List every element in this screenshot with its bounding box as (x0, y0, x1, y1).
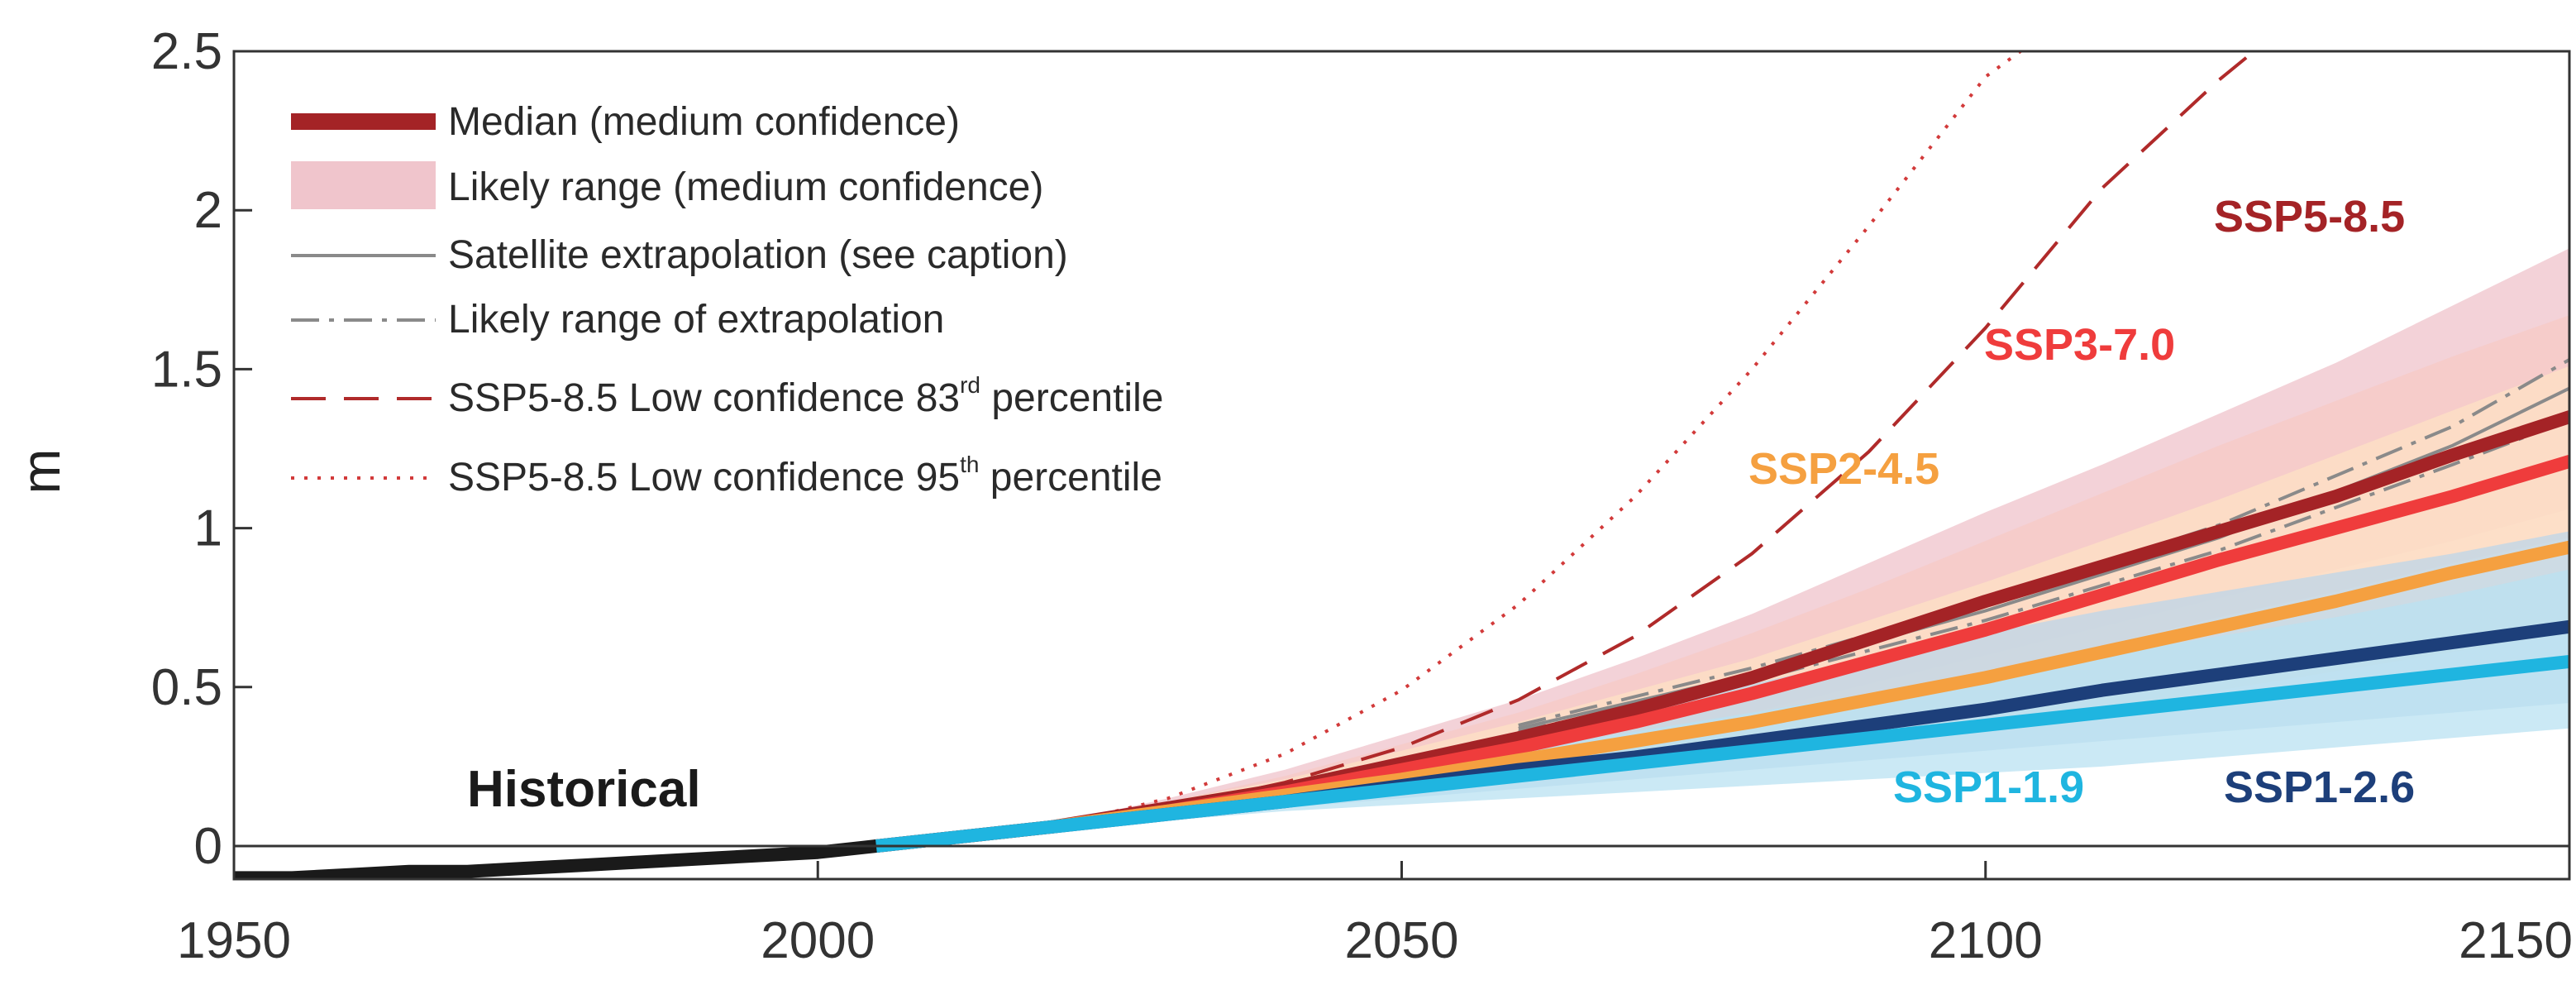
scenario-label-ssp3-7-0: SSP3-7.0 (1984, 320, 2175, 370)
legend-label-satellite: Satellite extrapolation (see caption) (448, 233, 1068, 277)
legend-label-extrapolation-range: Likely range of extrapolation (448, 298, 944, 342)
scenario-label-ssp2-4-5: SSP2-4.5 (1748, 444, 1939, 494)
y-tick-label: 0 (194, 818, 222, 875)
annotation-historical: Historical (467, 761, 701, 818)
band-ssp1-1-9 (875, 569, 2569, 846)
historical-line (234, 839, 877, 879)
axes: 0 0.5 1 1.5 2 2.5 1950 2000 2050 2100 2150 (151, 23, 2573, 969)
legend-p83-prefix: SSP5-8.5 Low confidence 83 (448, 376, 960, 420)
legend-label-p95: SSP5-8.5 Low confidence 95th percentile (448, 452, 1162, 500)
median-line-ssp1-1-9 (869, 655, 2569, 853)
legend: Median (medium confidence) Likely range … (291, 100, 1163, 500)
y-tick-label: 0.5 (151, 659, 222, 716)
legend-label-likely-range: Likely range (medium confidence) (448, 165, 1043, 209)
legend-p95-superscript: th (960, 452, 979, 477)
scenario-label-ssp5-8-5: SSP5-8.5 (2214, 192, 2405, 241)
legend-swatch-likely-range (291, 161, 436, 209)
x-tick-label: 1950 (177, 912, 291, 969)
y-tick-label: 2 (194, 182, 222, 239)
median-lines (234, 410, 2569, 879)
legend-p95-suffix: percentile (979, 456, 1162, 500)
x-tick-label: 2100 (1929, 912, 2043, 969)
legend-label-median: Median (medium confidence) (448, 100, 960, 144)
x-tick-label: 2150 (2459, 912, 2573, 969)
legend-p95-prefix: SSP5-8.5 Low confidence 95 (448, 456, 960, 500)
legend-p83-suffix: percentile (980, 376, 1163, 420)
band-ssp1-2-6 (875, 531, 2569, 846)
y-axis-label: m (10, 449, 71, 495)
y-tick-label: 1 (194, 500, 222, 557)
legend-p83-superscript: rd (960, 372, 980, 398)
y-tick-label: 1.5 (151, 341, 222, 398)
scenario-label-ssp1-2-6: SSP1-2.6 (2224, 763, 2415, 812)
x-tick-label: 2050 (1345, 912, 1459, 969)
y-tick-label: 2.5 (151, 23, 222, 80)
legend-label-p83: SSP5-8.5 Low confidence 83rd percentile (448, 372, 1163, 420)
legend-swatch-median (291, 113, 436, 130)
scenario-label-ssp1-1-9: SSP1-1.9 (1893, 763, 2084, 812)
x-tick-label: 2000 (761, 912, 875, 969)
